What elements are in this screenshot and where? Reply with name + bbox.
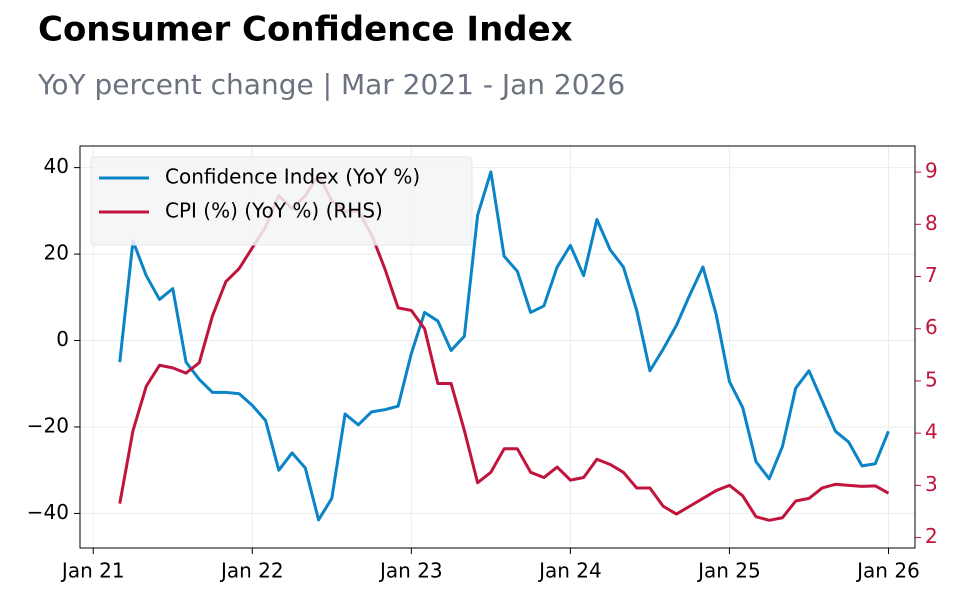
line-series xyxy=(118,170,890,522)
chart-title: Consumer Confidence Index xyxy=(38,10,573,50)
y-tick-label: 40 xyxy=(44,154,69,178)
x-tick-label: Jan 24 xyxy=(537,559,602,583)
x-tick-label: Jan 26 xyxy=(855,559,920,583)
y-tick-label: 0 xyxy=(56,327,69,351)
legend-box xyxy=(90,156,473,246)
legend-label: Confidence Index (YoY %) xyxy=(165,165,420,189)
x-tick-label: Jan 25 xyxy=(696,559,761,583)
y2-tick-label: 2 xyxy=(925,524,938,548)
y-tick-label: −20 xyxy=(27,413,69,437)
plot-frame xyxy=(79,145,916,549)
line-series xyxy=(118,173,890,522)
x-tick-label: Jan 22 xyxy=(219,559,284,583)
y2-tick-label: 4 xyxy=(925,420,938,444)
x-tick-label: Jan 23 xyxy=(378,559,443,583)
y2-tick-label: 6 xyxy=(925,315,938,339)
y2-tick-label: 5 xyxy=(925,367,938,391)
x-tick-label: Jan 21 xyxy=(60,559,125,583)
legend-label: CPI (%) (YoY %) (RHS) xyxy=(165,199,383,223)
y-tick-label: −40 xyxy=(27,500,69,524)
y-tick-label: 20 xyxy=(44,241,69,265)
y2-tick-label: 7 xyxy=(925,263,938,287)
chart-subtitle: YoY percent change | Mar 2021 - Jan 2026 xyxy=(37,68,625,101)
y2-tick-label: 8 xyxy=(925,211,938,235)
y2-tick-label: 3 xyxy=(925,472,938,496)
y2-tick-label: 9 xyxy=(925,159,938,183)
